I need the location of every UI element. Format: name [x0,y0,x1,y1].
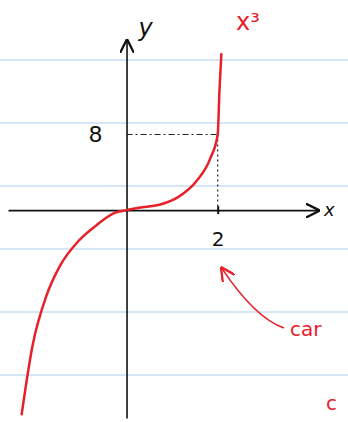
annotation-arrow [222,268,284,328]
annotation: c [326,391,337,415]
ruled-line [0,249,348,250]
ruled-line [0,60,348,61]
curve [22,54,222,414]
y-tick: 8 [89,122,127,147]
x-tick-label: 2 [212,227,225,251]
ruled-line [0,186,348,187]
ruled-line [0,123,348,124]
y-axis-title: y [138,14,154,42]
ruled-line [0,375,348,376]
plot-area [22,54,222,414]
y-axis: 8 [89,41,128,419]
x-axis: 2 [9,206,319,251]
guide-vertical [217,135,218,211]
chart: 2 8 y x x³ car c [0,0,348,422]
guide-horizontal [127,134,218,135]
y-tick-label: 8 [89,122,103,147]
ruled-line [0,312,348,313]
ruled-lines [0,60,348,375]
annotation: car [290,317,322,341]
annotation: x³ [236,8,260,36]
x-axis-title: x [323,199,335,220]
y-axis-line [126,41,128,419]
x-axis-line [9,210,319,212]
x-tick: 2 [212,206,225,251]
